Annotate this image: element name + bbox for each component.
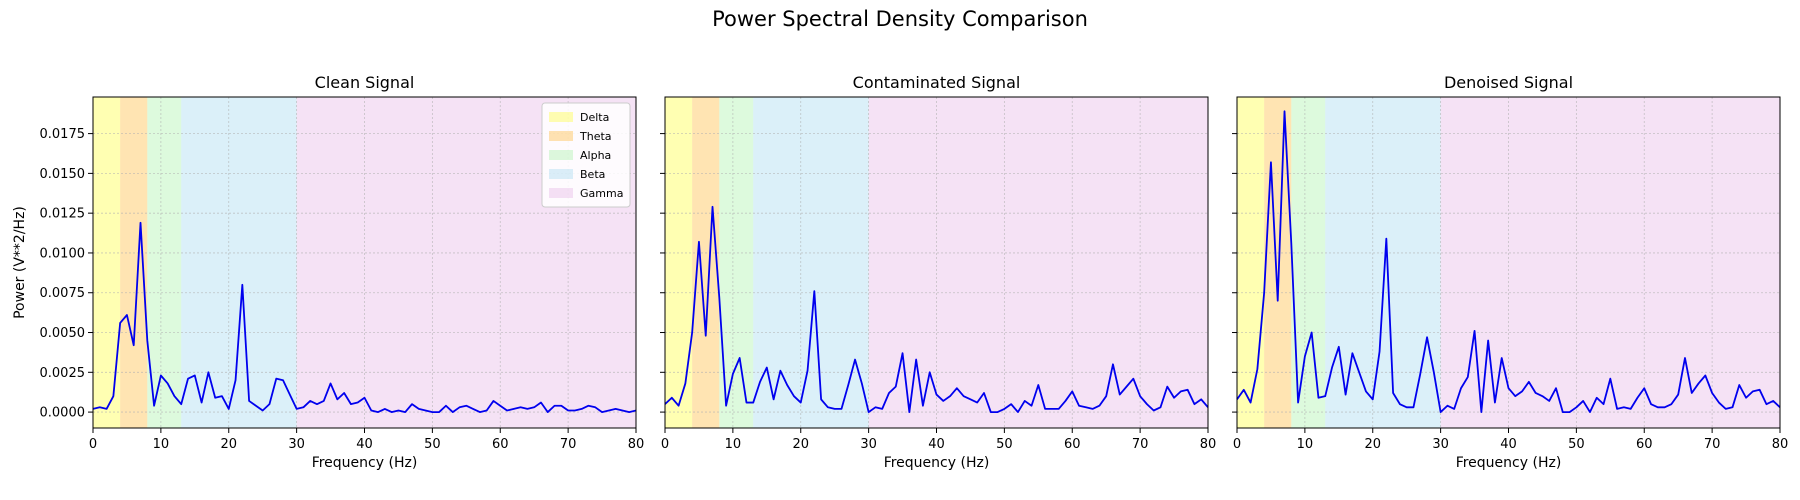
legend-swatch-alpha bbox=[549, 150, 573, 160]
subplot-title: Denoised Signal bbox=[1444, 73, 1573, 92]
band-delta bbox=[93, 97, 121, 428]
legend-swatch-beta bbox=[549, 169, 573, 179]
x-tick-label: 0 bbox=[1233, 437, 1241, 452]
band-delta bbox=[665, 97, 693, 428]
band-beta bbox=[1325, 97, 1441, 428]
y-axis-label: Power (V**2/Hz) bbox=[12, 206, 28, 319]
x-tick-label: 10 bbox=[725, 437, 742, 452]
legend-swatch-gamma bbox=[549, 188, 573, 198]
band-theta bbox=[692, 97, 720, 428]
y-tick-label: 0.0150 bbox=[40, 167, 86, 182]
subplot-title: Contaminated Signal bbox=[853, 73, 1021, 92]
x-tick-label: 40 bbox=[356, 437, 373, 452]
legend-label-beta: Beta bbox=[580, 168, 605, 181]
x-tick-label: 10 bbox=[153, 437, 170, 452]
x-tick-label: 0 bbox=[89, 437, 97, 452]
legend-label-delta: Delta bbox=[580, 111, 609, 124]
x-tick-label: 10 bbox=[1297, 437, 1314, 452]
band-theta bbox=[1264, 97, 1292, 428]
x-tick-label: 40 bbox=[928, 437, 945, 452]
x-tick-label: 50 bbox=[1568, 437, 1585, 452]
legend-label-alpha: Alpha bbox=[580, 149, 611, 162]
x-tick-label: 60 bbox=[1636, 437, 1653, 452]
x-tick-label: 30 bbox=[860, 437, 877, 452]
x-tick-label: 70 bbox=[1704, 437, 1721, 452]
x-tick-label: 60 bbox=[492, 437, 509, 452]
x-axis-label: Frequency (Hz) bbox=[312, 455, 418, 471]
legend-swatch-delta bbox=[549, 112, 573, 122]
x-axis-label: Frequency (Hz) bbox=[884, 455, 990, 471]
x-tick-label: 70 bbox=[1132, 437, 1149, 452]
x-tick-label: 50 bbox=[424, 437, 441, 452]
x-tick-label: 20 bbox=[792, 437, 809, 452]
x-tick-label: 20 bbox=[1364, 437, 1381, 452]
subplot-container: 0 10 20 30 40 50 60 70 80 0.0000 0.0025 0.0050 0.007… bbox=[12, 73, 1788, 471]
x-tick-label: 30 bbox=[1432, 437, 1449, 452]
x-tick-label: 70 bbox=[560, 437, 577, 452]
x-tick-label: 50 bbox=[996, 437, 1013, 452]
y-tick-label: 0.0075 bbox=[40, 286, 86, 301]
psd-series-line bbox=[92, 221, 637, 413]
legend-label-theta: Theta bbox=[579, 130, 612, 143]
x-tick-label: 80 bbox=[1772, 437, 1789, 452]
x-tick-label: 80 bbox=[1200, 437, 1217, 452]
y-tick-label: 0.0050 bbox=[40, 326, 86, 341]
y-tick-label: 0.0025 bbox=[40, 366, 86, 381]
x-tick-label: 30 bbox=[288, 437, 305, 452]
y-tick-label: 0.0175 bbox=[40, 127, 86, 142]
x-axis-label: Frequency (Hz) bbox=[1456, 455, 1562, 471]
y-tick-label: 0.0000 bbox=[40, 406, 86, 421]
subplot-2: 0 10 20 30 40 50 60 70 80 Contaminated Signal Freq… bbox=[660, 73, 1216, 471]
x-tick-label: 80 bbox=[628, 437, 645, 452]
x-tick-label: 60 bbox=[1064, 437, 1081, 452]
subplot-1: 0 10 20 30 40 50 60 70 80 0.0000 0.0025 0.0050 0.007… bbox=[12, 73, 644, 471]
legend-swatch-theta bbox=[549, 131, 573, 141]
x-tick-label: 40 bbox=[1500, 437, 1517, 452]
psd-series-line bbox=[664, 205, 1209, 413]
band-alpha bbox=[147, 97, 182, 428]
y-tick-label: 0.0125 bbox=[40, 207, 86, 222]
band-gamma bbox=[1440, 97, 1780, 428]
y-tick-label: 0.0100 bbox=[40, 246, 86, 261]
band-gamma bbox=[868, 97, 1208, 428]
band-beta bbox=[181, 97, 297, 428]
band-delta bbox=[1237, 97, 1265, 428]
x-tick-label: 20 bbox=[220, 437, 237, 452]
legend: Delta Theta Alpha Beta Gamma bbox=[541, 102, 631, 208]
subplot-3: 0 10 20 30 40 50 60 70 80 Denoised Signal Frequenc… bbox=[1232, 73, 1788, 471]
legend-label-gamma: Gamma bbox=[580, 187, 623, 200]
legend-box bbox=[541, 102, 631, 208]
psd-series-line bbox=[1236, 110, 1781, 413]
band-beta bbox=[753, 97, 869, 428]
subplot-title: Clean Signal bbox=[315, 73, 415, 92]
x-tick-label: 0 bbox=[661, 437, 669, 452]
band-alpha bbox=[719, 97, 754, 428]
figure-suptitle: Power Spectral Density Comparison bbox=[712, 7, 1088, 31]
